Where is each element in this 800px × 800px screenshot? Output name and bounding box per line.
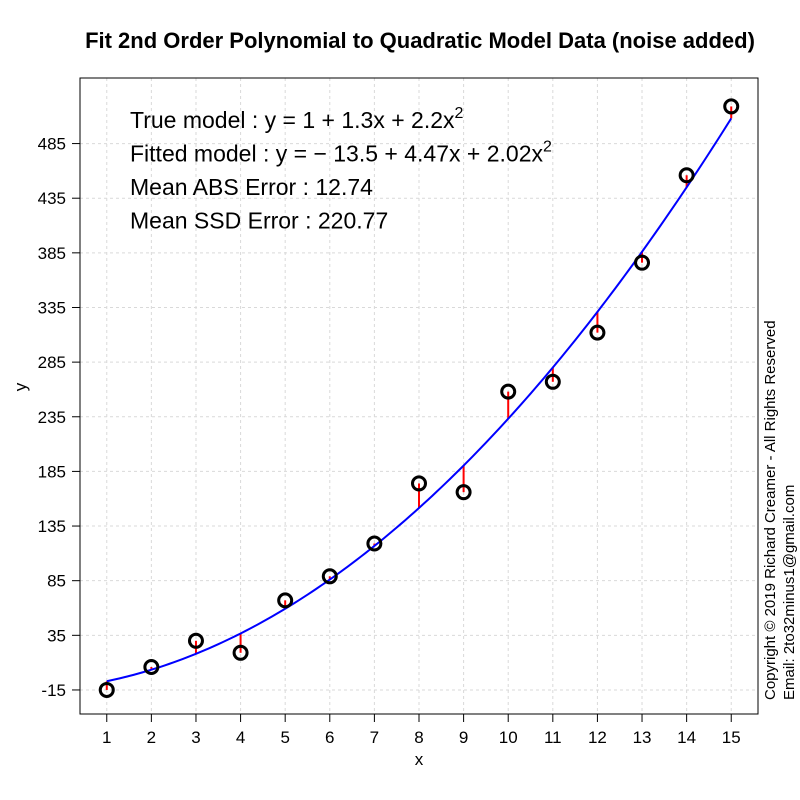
y-axis: -15 35 85 135 185 235 285 335 385 435 485: [38, 135, 80, 700]
x-tick-label: 7: [370, 728, 379, 747]
annotation-line: Mean ABS Error : 12.74: [130, 174, 373, 200]
y-tick-label: 385: [38, 244, 66, 263]
data-point: [98, 681, 115, 698]
y-tick-label: 85: [47, 572, 66, 591]
data-point: [634, 254, 651, 271]
data-point: [366, 535, 383, 552]
x-tick-label: 14: [677, 728, 696, 747]
chart-title: Fit 2nd Order Polynomial to Quadratic Mo…: [85, 28, 755, 53]
x-tick-label: 13: [633, 728, 652, 747]
data-point: [321, 568, 338, 585]
data-point: [187, 632, 204, 649]
y-tick-label: 135: [38, 517, 66, 536]
x-tick-label: 3: [191, 728, 200, 747]
x-tick-label: 11: [544, 728, 562, 747]
x-tick-label: 9: [459, 728, 468, 747]
x-tick-label: 1: [102, 728, 111, 747]
x-tick-label: 6: [325, 728, 334, 747]
y-tick-label: 435: [38, 189, 66, 208]
x-tick-label: 15: [722, 728, 741, 747]
x-axis-label: x: [415, 750, 424, 769]
data-point: [277, 592, 294, 609]
x-tick-label: 4: [236, 728, 245, 747]
data-point: [500, 383, 517, 400]
model-annotations: True model : y = 1 + 1.3x + 2.2x2 Fitted …: [130, 105, 552, 234]
x-tick-label: 8: [414, 728, 423, 747]
data-point: [143, 659, 160, 676]
annotation-line: True model : y = 1 + 1.3x + 2.2x2: [130, 105, 464, 133]
y-tick-label: 335: [38, 298, 66, 317]
data-points: [98, 98, 740, 698]
copyright-notice: Copyright © 2019 Richard Creamer - All R…: [762, 320, 779, 700]
copyright-email: Email: 2to32minus1@gmail.com: [781, 485, 798, 700]
grid: [80, 78, 758, 714]
y-tick-label: 285: [38, 353, 66, 372]
x-tick-label: 12: [588, 728, 607, 747]
y-axis-label: y: [11, 382, 30, 391]
annotation-line: Fitted model : y = − 13.5 + 4.47x + 2.02…: [130, 139, 552, 167]
data-point: [544, 373, 561, 390]
data-point: [678, 167, 695, 184]
data-point: [455, 484, 472, 501]
x-axis: 1 2 3 4 5 6 7 8 9 10 11 12 13 14 15: [102, 714, 741, 747]
annotation-line: Mean SSD Error : 220.77: [130, 208, 388, 234]
data-point: [411, 475, 427, 492]
residual-lines: [105, 106, 733, 690]
data-point: [723, 98, 740, 115]
x-tick-label: 2: [147, 728, 156, 747]
data-point: [589, 324, 606, 341]
y-tick-label: 185: [38, 462, 66, 481]
y-tick-label: 235: [38, 408, 66, 427]
x-tick-label: 10: [499, 728, 518, 747]
y-tick-label: 485: [38, 135, 66, 154]
y-tick-label: 35: [47, 626, 66, 645]
y-tick-label: -15: [41, 681, 66, 700]
fitted-curve: [106, 117, 733, 683]
x-tick-label: 5: [280, 728, 289, 747]
data-point: [232, 644, 249, 661]
